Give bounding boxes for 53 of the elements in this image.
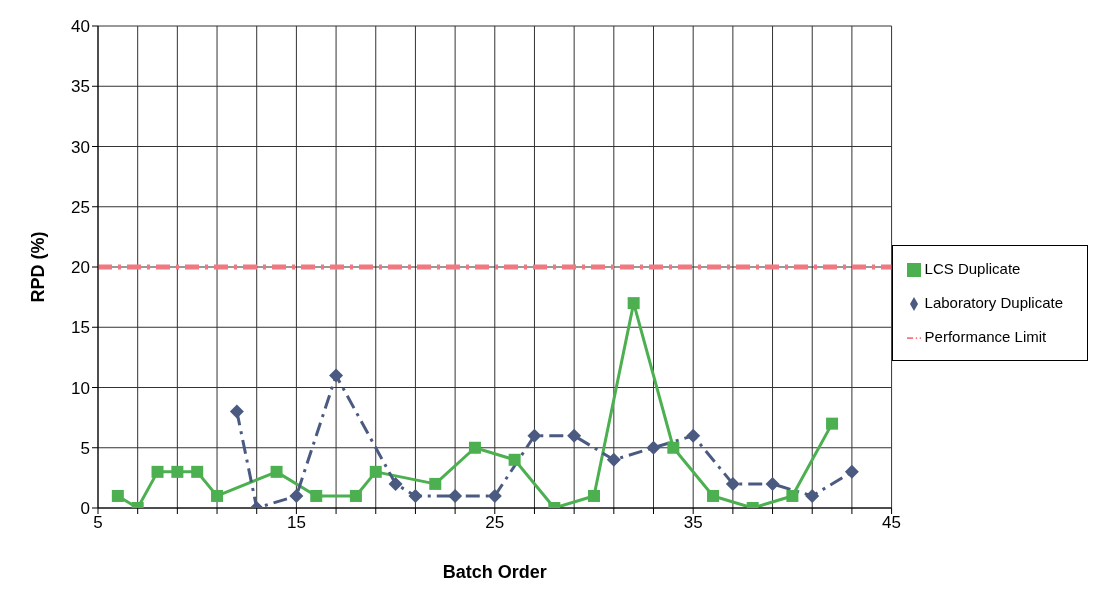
point: [646, 440, 661, 455]
point: [229, 404, 244, 419]
point: [587, 489, 600, 502]
point: [289, 488, 304, 503]
point: [606, 452, 621, 467]
point: [627, 297, 640, 310]
x-tick-label: 45: [882, 513, 902, 533]
x-tick-label: 25: [485, 513, 505, 533]
y-tick-label: 40: [71, 17, 90, 37]
point: [487, 488, 502, 503]
point: [844, 464, 859, 479]
point: [508, 453, 521, 466]
point: [527, 428, 542, 443]
point: [567, 428, 582, 443]
point: [310, 489, 323, 502]
point: [111, 489, 124, 502]
point: [468, 441, 481, 454]
y-tick-label: 0: [80, 499, 90, 519]
point: [171, 465, 184, 478]
x-tick-label: 5: [93, 513, 103, 533]
point: [408, 488, 423, 503]
point: [826, 417, 839, 430]
point: [151, 465, 164, 478]
point: [429, 477, 442, 490]
point: [369, 465, 382, 478]
point: [448, 488, 463, 503]
point: [388, 476, 403, 491]
point: [765, 476, 780, 491]
point: [211, 489, 224, 502]
point: [805, 488, 820, 503]
x-tick-label: 35: [683, 513, 703, 533]
legend-label: Performance Limit: [924, 328, 1047, 345]
point: [725, 476, 740, 491]
point: [329, 368, 344, 383]
y-tick-label: 30: [71, 137, 90, 157]
y-tick-label: 15: [71, 318, 90, 338]
y-tick-label: 35: [71, 77, 90, 97]
y-tick-label: 20: [71, 258, 90, 278]
x-tick-label: 15: [286, 513, 306, 533]
y-tick-label: 25: [71, 197, 90, 217]
point: [349, 489, 362, 502]
y-tick-label: 5: [80, 438, 90, 458]
point: [667, 441, 680, 454]
x-axis-title: Batch Order: [442, 562, 547, 582]
y-tick-label: 10: [71, 378, 90, 398]
legend-label: Laboratory Duplicate: [924, 294, 1063, 311]
point: [191, 465, 204, 478]
point: [786, 489, 799, 502]
point: [686, 428, 701, 443]
point: [270, 465, 283, 478]
y-axis-title: RPD (%): [28, 231, 49, 303]
legend-label: LCS Duplicate: [924, 260, 1021, 277]
point: [707, 489, 720, 502]
